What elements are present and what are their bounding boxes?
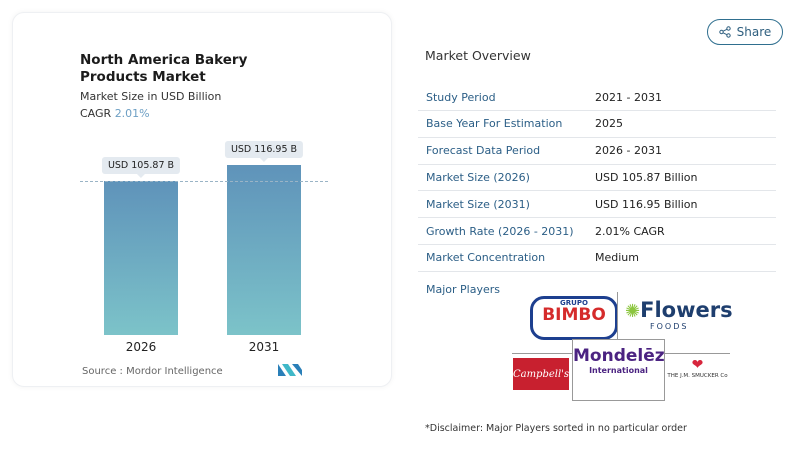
row-value: 2021 - 2031: [595, 90, 662, 104]
disclaimer: *Disclaimer: Major Players sorted in no …: [425, 423, 687, 434]
row-label: Study Period: [426, 90, 496, 104]
x-tick-label: 2031: [248, 340, 280, 354]
major-players-label: Major Players: [426, 283, 500, 296]
chart-title: North America Bakery Products Market: [80, 52, 248, 85]
logo-mondelez: Mondelēz International: [572, 339, 665, 401]
chart-card: [12, 12, 392, 387]
cagr: CAGR 2.01%: [80, 107, 150, 120]
logo-campbells: Campbell's: [513, 358, 569, 390]
overview-row: Growth Rate (2026 - 2031) 2.01% CAGR: [418, 218, 776, 245]
x-tick-label: 2026: [125, 340, 157, 354]
logo-bimbo: GRUPO BIMBO: [530, 296, 618, 340]
overview-row: Market Size (2026) USD 105.87 Billion: [418, 164, 776, 192]
bar-2026: [104, 180, 178, 335]
row-label: Base Year For Estimation: [426, 117, 563, 131]
row-value: 2025: [595, 117, 623, 131]
row-label: Forecast Data Period: [426, 144, 541, 158]
row-label: Market Size (2031): [426, 197, 530, 211]
reference-line: [80, 180, 328, 182]
overview-row: Market Size (2031) USD 116.95 Billion: [418, 191, 776, 219]
share-button[interactable]: Share: [707, 19, 783, 45]
mordor-logo-icon: [278, 364, 302, 376]
share-label: Share: [736, 25, 772, 39]
overview-row: Market Concentration Medium: [418, 245, 776, 272]
overview-row: Base Year For Estimation 2025: [418, 111, 776, 138]
row-value: 2.01% CAGR: [595, 224, 665, 238]
row-value: Medium: [595, 251, 639, 265]
overview-title: Market Overview: [425, 48, 531, 63]
logo-smucker: ❤ THE J.M. SMUCKER Co: [667, 357, 728, 379]
cagr-label: CAGR: [80, 107, 112, 120]
data-label: USD 116.95 B: [224, 140, 304, 162]
chart-subtitle: Market Size in USD Billion: [80, 90, 222, 103]
row-label: Market Concentration: [426, 251, 546, 265]
row-label: Growth Rate (2026 - 2031): [426, 224, 574, 238]
overview-row: Study Period 2021 - 2031: [418, 84, 776, 111]
row-value: 2026 - 2031: [595, 144, 662, 158]
logo-flowers: ✺Flowers FOODS: [625, 298, 733, 331]
row-value: USD 105.87 Billion: [595, 170, 698, 184]
row-value: USD 116.95 Billion: [595, 197, 698, 211]
cagr-value: 2.01%: [114, 107, 150, 120]
overview-row: Forecast Data Period 2026 - 2031: [418, 138, 776, 165]
bar-2031: [227, 164, 301, 335]
data-label: USD 105.87 B: [101, 156, 181, 178]
share-icon: [718, 26, 731, 38]
row-label: Market Size (2026): [426, 170, 530, 184]
source: Source : Mordor Intelligence: [82, 366, 223, 377]
